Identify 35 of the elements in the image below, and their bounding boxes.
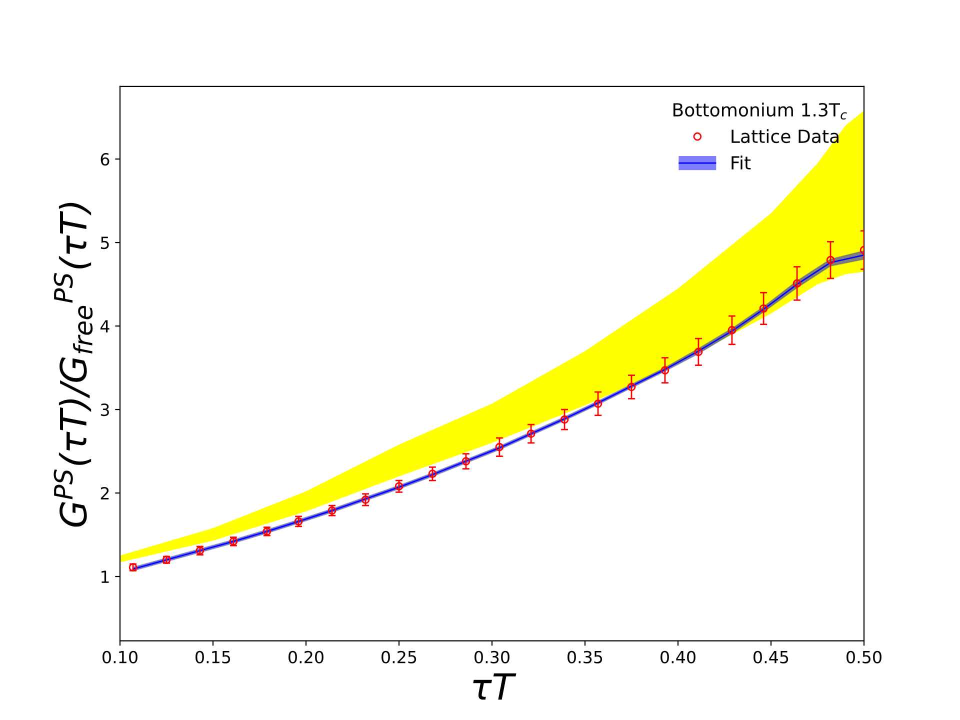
x-tick-label: 0.30 [474, 650, 510, 664]
point [462, 457, 470, 466]
y-tick-label: 4 [100, 320, 110, 332]
y-tick-label: 3 [100, 403, 109, 416]
point [526, 430, 536, 438]
legend-title: Bottomonium 1.3T$_{c}$ [673, 102, 847, 120]
x-tick-label: 0.40 [660, 650, 696, 664]
point [694, 348, 703, 356]
legend-label: Fit [732, 156, 751, 170]
y-tick-label: 1 [102, 570, 109, 583]
y-tick-label: 5 [100, 236, 109, 250]
point [361, 496, 370, 504]
x-tick-label: 0.45 [754, 650, 788, 664]
x-tick-label: 0.20 [288, 650, 324, 664]
point [627, 382, 636, 392]
x-tick-label: 0.35 [568, 650, 602, 664]
point [759, 304, 768, 313]
y-tick-label: 2 [100, 486, 109, 500]
x-axis-title: τT [473, 673, 516, 700]
x-tick-label: 0.50 [846, 650, 882, 664]
point [792, 279, 802, 288]
point [728, 326, 736, 334]
point [560, 415, 569, 424]
point [428, 470, 437, 478]
legend-label: Lattice Data [732, 129, 838, 144]
point [660, 366, 670, 374]
y-tick-label: 6 [100, 153, 110, 166]
point [826, 256, 835, 264]
x-tick-label: 0.15 [196, 650, 230, 664]
x-tick-label: 0.10 [102, 650, 138, 664]
y-axis-title: G$^{PS}$(τT)/G$_{free}$$^{PS}$(τT) [54, 202, 93, 527]
point [394, 482, 404, 491]
x-tick-label: 0.25 [382, 650, 416, 664]
point [594, 400, 602, 408]
point [495, 442, 504, 452]
